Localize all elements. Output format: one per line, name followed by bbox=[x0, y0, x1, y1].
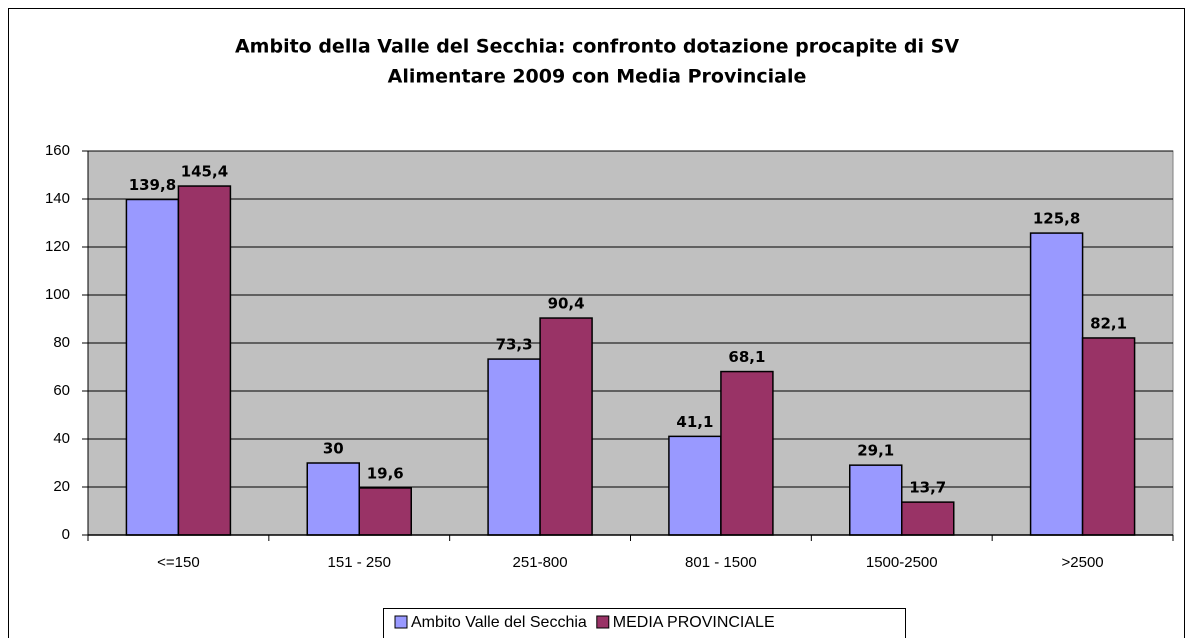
y-tick-label: 80 bbox=[53, 334, 70, 351]
bar bbox=[1081, 337, 1136, 536]
x-tick-label: <=150 bbox=[157, 554, 200, 571]
legend-swatch bbox=[394, 615, 408, 629]
y-tick-label: 20 bbox=[53, 478, 70, 495]
bar bbox=[177, 185, 232, 536]
x-tick-label: >2500 bbox=[1062, 554, 1104, 571]
bar bbox=[487, 358, 541, 536]
y-tick-label: 100 bbox=[45, 286, 70, 303]
legend-swatch bbox=[596, 615, 610, 629]
data-label: 73,3 bbox=[496, 336, 533, 354]
bar bbox=[668, 435, 722, 536]
y-tick-label: 120 bbox=[45, 238, 70, 255]
data-label: 30 bbox=[323, 440, 344, 458]
x-tick-label: 151 - 250 bbox=[328, 554, 391, 571]
y-tick-label: 160 bbox=[45, 142, 70, 159]
data-label: 68,1 bbox=[728, 348, 765, 366]
bar bbox=[849, 464, 903, 536]
data-label: 19,6 bbox=[367, 464, 404, 482]
bar bbox=[539, 317, 593, 536]
data-label: 139,8 bbox=[129, 176, 176, 194]
data-label: 41,1 bbox=[676, 413, 713, 431]
chart-title: Alimentare 2009 con Media Provinciale bbox=[388, 66, 807, 88]
bar bbox=[358, 487, 412, 536]
legend-box bbox=[383, 608, 906, 638]
chart-title: Ambito della Valle del Secchia: confront… bbox=[235, 36, 959, 58]
y-tick-label: 140 bbox=[45, 190, 70, 207]
legend-label: Ambito Valle del Secchia bbox=[411, 614, 587, 631]
bar bbox=[1029, 232, 1084, 536]
data-label: 13,7 bbox=[909, 479, 946, 497]
x-tick-label: 251-800 bbox=[513, 554, 568, 571]
x-tick-label: 1500-2500 bbox=[866, 554, 938, 571]
data-label: 29,1 bbox=[857, 442, 894, 460]
y-tick-label: 60 bbox=[53, 382, 70, 399]
bar bbox=[306, 462, 360, 536]
bar bbox=[125, 198, 180, 536]
data-label: 125,8 bbox=[1033, 210, 1080, 228]
y-tick-label: 0 bbox=[62, 526, 70, 543]
data-label: 145,4 bbox=[181, 163, 228, 181]
bar bbox=[720, 370, 774, 536]
y-tick-label: 40 bbox=[53, 430, 70, 447]
bar bbox=[901, 501, 955, 536]
legend-label: MEDIA PROVINCIALE bbox=[613, 614, 775, 631]
data-label: 90,4 bbox=[548, 295, 585, 313]
x-tick-label: 801 - 1500 bbox=[685, 554, 757, 571]
data-label: 82,1 bbox=[1090, 314, 1127, 332]
